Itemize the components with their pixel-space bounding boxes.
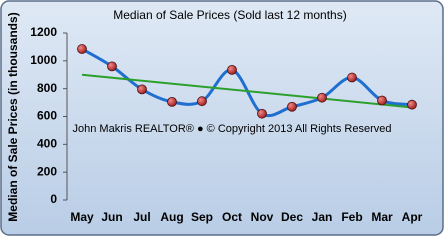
annotation: John Makris REALTOR® ● © Copyright 2013 …: [73, 123, 392, 135]
trend-line: [81, 73, 413, 109]
y-tick-label: 600: [37, 109, 57, 123]
x-tick-label: Jun: [101, 210, 122, 224]
point: [107, 61, 117, 72]
x-tick-label: Feb: [341, 210, 362, 224]
x-tick-label: Oct: [222, 210, 242, 224]
point: [137, 84, 147, 95]
y-tick-label: 200: [37, 164, 57, 178]
y-tick-label: 400: [37, 137, 57, 151]
point: [317, 92, 327, 103]
y-tick-label: 1000: [30, 53, 57, 67]
x-tick-label: Aug: [160, 210, 183, 224]
x-tick-label: Jan: [312, 210, 333, 224]
x-tick-label: Jul: [133, 210, 150, 224]
point: [347, 72, 357, 83]
x-tick-label: May: [70, 210, 94, 224]
point: [77, 44, 87, 54]
point: [407, 99, 417, 110]
point: [257, 108, 267, 119]
point: [227, 64, 237, 75]
x-tick-label: Nov: [251, 210, 274, 224]
point: [377, 95, 387, 106]
y-tick-label: 800: [37, 81, 57, 95]
point: [167, 96, 177, 107]
chart-title: Median of Sale Prices (Sold last 12 mont…: [113, 8, 346, 22]
x-tick-label: Sep: [191, 210, 213, 224]
x-tick-label: Apr: [402, 210, 423, 224]
point: [197, 96, 207, 107]
y-tick-label: 1200: [30, 25, 57, 39]
y-axis-label: Median of Sale Prices (in thousands): [6, 12, 20, 221]
x-tick-label: Dec: [281, 210, 303, 224]
x-tick-label: Mar: [371, 210, 393, 224]
point: [287, 101, 297, 112]
y-tick-label: 0: [50, 192, 57, 206]
